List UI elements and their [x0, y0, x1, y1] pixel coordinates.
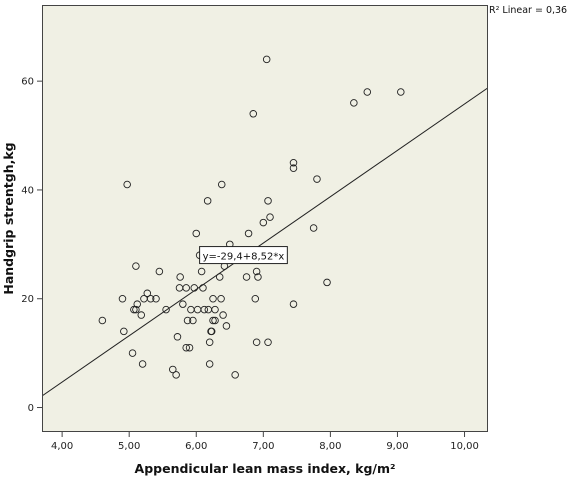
- r-squared-label: R² Linear = 0,361: [489, 5, 567, 16]
- data-point: [152, 294, 160, 303]
- data-point: [249, 110, 258, 118]
- fit-equation-frame: [199, 246, 288, 265]
- data-point: [203, 197, 212, 205]
- data-point: [397, 88, 405, 96]
- data-point: [254, 273, 262, 281]
- data-point: [242, 273, 251, 281]
- data-point: [244, 229, 253, 238]
- data-point: [205, 338, 214, 346]
- data-point: [289, 158, 298, 167]
- data-point: [313, 175, 321, 183]
- data-point: [251, 294, 260, 303]
- data-point: [289, 164, 298, 172]
- x-tick-label: 6,00: [185, 441, 207, 452]
- data-point: [185, 343, 194, 352]
- y-tick-label: 0: [28, 403, 34, 414]
- data-point: [266, 213, 274, 221]
- data-point: [120, 327, 128, 336]
- data-point: [363, 88, 372, 96]
- y-tick-label: 20: [21, 294, 34, 305]
- data-point: [143, 289, 152, 298]
- data-point: [128, 349, 137, 357]
- y-axis: 0 20 40 60: [21, 77, 42, 414]
- data-point: [205, 360, 214, 368]
- data-point: [179, 300, 187, 308]
- data-point: [132, 262, 140, 270]
- data-point: [209, 316, 217, 325]
- data-point: [219, 311, 227, 319]
- data-point: [123, 180, 131, 189]
- data-point: [133, 300, 141, 308]
- y-axis-title: Handgrip strentgh,kg: [1, 142, 16, 294]
- x-tick-label: 7,00: [252, 441, 274, 452]
- data-point: [162, 305, 170, 314]
- data-point: [231, 371, 239, 379]
- data-point: [222, 322, 231, 330]
- data-point: [217, 294, 225, 303]
- data-point: [309, 224, 318, 232]
- data-point: [215, 273, 224, 281]
- y-tick-label: 40: [21, 185, 34, 196]
- plot-frame: [42, 5, 488, 432]
- x-tick-label: 8,00: [319, 441, 341, 452]
- data-point: [182, 343, 190, 352]
- fit-equation-box: y=-29,4+8,52*x: [199, 246, 288, 265]
- data-point: [190, 284, 198, 292]
- data-point: [200, 305, 209, 314]
- data-point: [183, 316, 192, 325]
- x-tick-label: 5,00: [118, 441, 140, 452]
- y-tick-label: 60: [21, 77, 34, 88]
- data-point: [189, 316, 197, 325]
- data-point: [252, 267, 261, 276]
- data-point: [118, 294, 127, 303]
- data-point: [130, 305, 138, 314]
- data-point: [146, 294, 155, 303]
- data-point: [350, 99, 358, 107]
- data-point: [132, 305, 140, 314]
- data-point: [211, 305, 219, 314]
- plot-area: [42, 5, 488, 432]
- data-point: [289, 300, 298, 308]
- data-point: [192, 229, 201, 238]
- data-point: [264, 197, 272, 205]
- data-point: [264, 338, 272, 346]
- data-point: [138, 360, 147, 368]
- data-point: [182, 284, 190, 292]
- fit-equation-label: y=-29,4+8,52*x: [203, 252, 285, 263]
- x-axis-title: Appendicular lean mass index, kg/m²: [135, 461, 396, 476]
- data-point: [172, 371, 180, 379]
- data-point: [252, 338, 261, 346]
- data-point: [197, 267, 206, 276]
- data-point: [209, 294, 217, 303]
- x-axis: 4,00 5,00 6,00 7,00 8,00 9,00 10,00: [51, 432, 479, 452]
- data-point: [259, 218, 268, 227]
- plot-contents: [42, 55, 488, 397]
- data-point: [217, 180, 226, 189]
- data-point: [207, 327, 216, 336]
- data-point: [137, 311, 146, 319]
- fit-line: [42, 87, 488, 397]
- x-tick-label: 10,00: [450, 441, 479, 452]
- x-tick-label: 9,00: [386, 441, 408, 452]
- data-point: [176, 273, 184, 281]
- data-point: [262, 55, 271, 64]
- data-point: [211, 316, 219, 325]
- data-point: [155, 267, 164, 276]
- data-point: [98, 316, 107, 325]
- x-tick-label: 4,00: [51, 441, 73, 452]
- data-point: [323, 278, 331, 287]
- data-point: [169, 365, 177, 374]
- data-point: [199, 284, 207, 292]
- data-point: [173, 333, 182, 341]
